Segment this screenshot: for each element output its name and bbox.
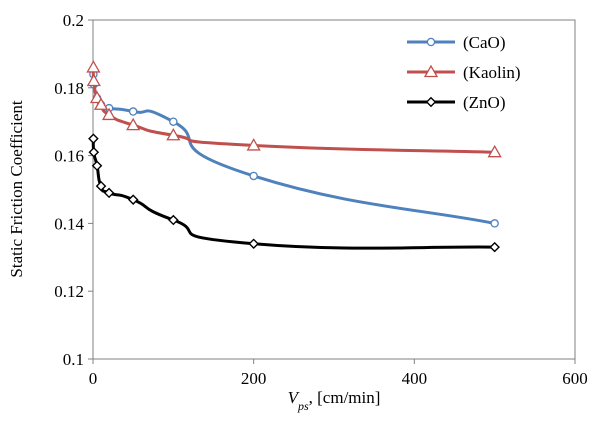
data-point-kaolin: [93, 97, 109, 110]
y-tick-label: 0.14: [54, 214, 84, 233]
legend-marker: [426, 37, 436, 47]
x-axis-title-sub: ps: [297, 399, 309, 413]
legend-label: (ZnO): [463, 93, 505, 112]
x-tick-label: 200: [241, 369, 267, 388]
y-tick-label: 0.2: [63, 11, 84, 30]
axis-ticks: 0.1 0.12 0.14 0.16 0.18 0.2 0 200 400 600: [54, 11, 588, 388]
data-point-kaolin: [86, 73, 101, 87]
data-point-kaolin: [246, 138, 261, 151]
data-point-zno: [88, 146, 100, 158]
series-line-zno: [91, 138, 495, 250]
legend-label: (CaO): [463, 33, 505, 52]
data-point-kaolin: [166, 127, 181, 141]
data-point-cao: [249, 171, 258, 181]
x-axis-title-main: V: [288, 388, 301, 407]
data-point-zno: [127, 194, 139, 205]
legend-label: (Kaolin): [463, 63, 521, 82]
data-point-cao: [128, 107, 138, 116]
y-axis-title: Static Friction Coefficient: [7, 100, 26, 277]
data-point-cao: [169, 117, 178, 126]
data-point-zno: [88, 133, 99, 144]
x-axis-title: Vps, [cm/min]: [288, 388, 381, 413]
data-point-kaolin: [101, 107, 117, 121]
y-tick-label: 0.12: [54, 282, 84, 301]
legend-marker: [423, 64, 439, 78]
y-tick-label: 0.16: [54, 147, 84, 166]
data-point-zno: [91, 160, 103, 172]
x-tick-label: 600: [562, 369, 588, 388]
legend-item-kaolin: (Kaolin): [407, 63, 521, 82]
series-zno: [88, 133, 500, 253]
data-point-zno: [168, 214, 179, 226]
plot-area: [92, 19, 576, 360]
legend: (CaO) (Kaolin) (ZnO): [407, 33, 521, 112]
series-group: [86, 60, 502, 253]
x-tick-label: 0: [89, 369, 98, 388]
legend-item-cao: (CaO): [407, 33, 505, 52]
data-point-cao: [490, 219, 499, 228]
x-axis-title-rest: , [cm/min]: [309, 388, 381, 407]
series-kaolin: [86, 60, 502, 158]
legend-item-zno: (ZnO): [407, 93, 505, 112]
x-tick-label: 400: [402, 369, 428, 388]
data-point-kaolin: [126, 117, 141, 131]
data-point-zno: [103, 187, 115, 199]
data-point-kaolin: [86, 60, 101, 73]
data-point-kaolin: [487, 144, 502, 158]
y-tick-label: 0.1: [63, 350, 84, 369]
legend-marker: [425, 96, 437, 108]
data-point-zno: [95, 180, 107, 192]
data-point-zno: [248, 238, 259, 250]
data-point-zno: [489, 241, 500, 253]
y-tick-label: 0.18: [54, 79, 84, 98]
series-line-kaolin: [91, 67, 495, 154]
